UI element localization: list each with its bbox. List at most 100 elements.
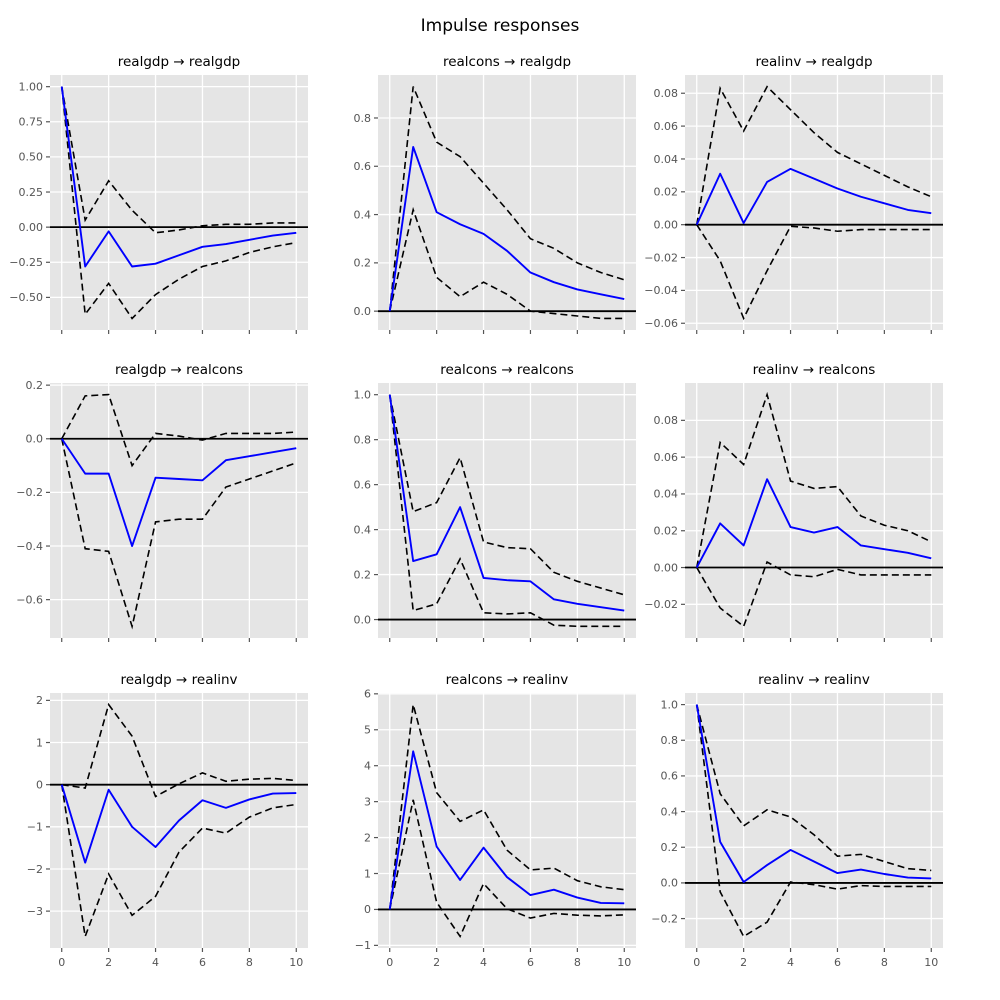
y-tick-label: 0.02 bbox=[654, 186, 679, 199]
y-tick-label: −0.6 bbox=[16, 593, 43, 606]
x-tick-label: 0 bbox=[693, 956, 700, 969]
plot-area: 0.08 0.06 0.04 0.02 0.00 −0.02 −0.04 −0.06 bbox=[644, 75, 943, 334]
subplot-title: realinv → realinv bbox=[758, 672, 870, 688]
x-tick-label: 2 bbox=[433, 956, 440, 969]
y-tick-label: 0.04 bbox=[654, 153, 679, 166]
y-tick-label: −0.04 bbox=[644, 284, 678, 297]
lower-confidence-band bbox=[60, 784, 297, 940]
y-tick-label: −0.4 bbox=[16, 540, 43, 553]
subplot-realgdp-realgdp: realgdp → realgdp 1.00 0.75 0.50 0.25 0.00 −0… bbox=[9, 54, 308, 334]
plot-background bbox=[685, 383, 943, 638]
y-tick-label: 0.6 bbox=[354, 478, 372, 491]
y-tick-label: 0.75 bbox=[19, 116, 44, 129]
x-tick-label: 4 bbox=[787, 956, 794, 969]
x-tick-label: 8 bbox=[246, 956, 253, 969]
upper-confidence-band bbox=[695, 704, 932, 872]
subplot-title: realinv → realcons bbox=[753, 362, 876, 378]
y-tick-label: 6 bbox=[364, 688, 371, 701]
upper-confidence-band bbox=[388, 704, 625, 910]
y-tick-label: −0.06 bbox=[644, 317, 678, 330]
y-tick-label: 0.4 bbox=[354, 208, 372, 221]
x-tick-label: 2 bbox=[740, 956, 747, 969]
lower-confidence-band bbox=[695, 704, 932, 938]
x-tick-label: 10 bbox=[924, 956, 938, 969]
x-tick-label: 10 bbox=[289, 956, 303, 969]
subplot-title: realgdp → realinv bbox=[120, 672, 237, 688]
y-tick-label: 0.04 bbox=[654, 488, 679, 501]
y-tick-label: 0.06 bbox=[654, 451, 679, 464]
plot-area: 0.08 0.06 0.04 0.02 0.00 −0.02 bbox=[644, 383, 943, 642]
y-tick-label: 1 bbox=[36, 736, 43, 749]
y-tick-label: 1 bbox=[364, 867, 371, 880]
y-tick-label: 4 bbox=[364, 759, 371, 772]
subplot-realcons-realgdp: realcons → realgdp 0.8 0.6 0.4 0.2 0.0 bbox=[354, 54, 636, 334]
y-tick-label: −3 bbox=[27, 905, 43, 918]
lower-confidence-band bbox=[388, 206, 625, 320]
impulse-response-line bbox=[388, 394, 625, 612]
y-tick-label: 0.0 bbox=[354, 305, 372, 318]
plot-area: 0.8 0.6 0.4 0.2 0.0 bbox=[354, 75, 636, 334]
y-tick-label: 0.2 bbox=[354, 568, 372, 581]
y-tick-label: 0.50 bbox=[19, 151, 44, 164]
subplot-realinv-realcons: realinv → realcons 0.08 0.06 0.04 0.02 0.00 −… bbox=[644, 362, 943, 642]
y-tick-label: 0.8 bbox=[354, 433, 372, 446]
impulse-response-line bbox=[695, 167, 932, 226]
y-tick-label: 0.00 bbox=[654, 218, 679, 231]
subplot-title: realcons → realgdp bbox=[443, 54, 571, 70]
impulse-response-line bbox=[60, 784, 297, 864]
subplot-realinv-realinv: realinv → realinv 0 2 4 6 8 10 1.0 0.8 0.6 0.4 0.2… bbox=[651, 672, 943, 969]
y-tick-label: −1 bbox=[27, 821, 43, 834]
subplot-realgdp-realcons: realgdp → realcons 0.2 0.0 −0.2 −0.4 −0.6 bbox=[16, 362, 308, 642]
y-tick-label: 0.2 bbox=[354, 257, 372, 270]
y-tick-label: 0 bbox=[36, 778, 43, 791]
impulse-response-line bbox=[388, 750, 625, 910]
impulse-response-line bbox=[60, 86, 297, 268]
upper-confidence-band bbox=[695, 391, 932, 568]
x-tick-label: 4 bbox=[480, 956, 487, 969]
subplot-title: realgdp → realgdp bbox=[118, 54, 240, 70]
upper-confidence-band bbox=[388, 86, 625, 312]
y-tick-label: −0.50 bbox=[9, 291, 43, 304]
upper-confidence-band bbox=[61, 393, 297, 468]
x-tick-label: 6 bbox=[199, 956, 206, 969]
figure-title: Impulse responses bbox=[420, 16, 580, 36]
y-tick-label: 0.4 bbox=[354, 523, 372, 536]
y-tick-label: 0.00 bbox=[654, 561, 679, 574]
y-tick-label: 0.4 bbox=[661, 805, 679, 818]
upper-confidence-band bbox=[61, 702, 297, 798]
upper-confidence-band bbox=[695, 85, 932, 225]
subplot-title: realcons → realinv bbox=[446, 672, 569, 688]
lower-confidence-band bbox=[388, 394, 625, 628]
upper-confidence-band bbox=[388, 394, 625, 596]
plot-background bbox=[685, 693, 943, 948]
y-tick-label: −0.2 bbox=[16, 486, 43, 499]
x-tick-label: 10 bbox=[617, 956, 631, 969]
y-tick-label: 0.00 bbox=[19, 221, 44, 234]
plot-area: 1.0 0.8 0.6 0.4 0.2 0.0 bbox=[354, 383, 636, 642]
x-tick-label: 6 bbox=[527, 956, 534, 969]
y-tick-label: 0.08 bbox=[654, 87, 679, 100]
subplot-title: realcons → realcons bbox=[440, 362, 574, 378]
y-tick-label: 1.00 bbox=[19, 80, 44, 93]
y-tick-label: 0.0 bbox=[26, 433, 44, 446]
y-tick-label: 0.25 bbox=[19, 186, 44, 199]
y-tick-label: 0 bbox=[364, 903, 371, 916]
x-tick-label: 8 bbox=[881, 956, 888, 969]
plot-area: 0 2 4 6 8 10 1.0 0.8 0.6 0.4 0.2 0.0 −0.2 bbox=[651, 693, 943, 969]
plot-background bbox=[378, 693, 636, 948]
y-tick-label: 0.02 bbox=[654, 525, 679, 538]
x-tick-label: 0 bbox=[58, 956, 65, 969]
y-tick-label: −0.25 bbox=[9, 256, 43, 269]
lower-confidence-band bbox=[388, 799, 625, 939]
plot-background bbox=[50, 75, 308, 330]
subplot-realinv-realgdp: realinv → realgdp 0.08 0.06 0.04 0.02 0.00 −0… bbox=[644, 54, 943, 334]
y-tick-label: 5 bbox=[364, 724, 371, 737]
y-tick-label: −0.2 bbox=[651, 912, 678, 925]
y-tick-label: 1.0 bbox=[354, 388, 372, 401]
lower-confidence-band bbox=[60, 438, 297, 630]
lower-confidence-band bbox=[696, 224, 932, 321]
